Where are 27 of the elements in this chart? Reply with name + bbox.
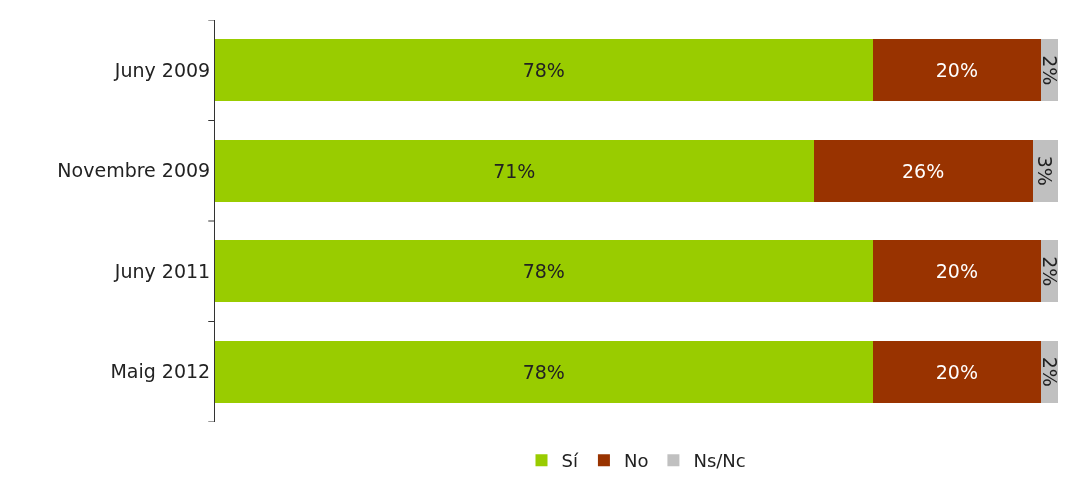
bar — [215, 340, 873, 403]
bar — [215, 39, 873, 102]
legend-label: No — [623, 450, 649, 472]
data-label: 2% — [1038, 256, 1061, 287]
data-label: 20% — [935, 59, 978, 82]
data-label: 3% — [1034, 155, 1057, 186]
y-tick-label: Juny 2011 — [113, 259, 211, 282]
data-label: 71% — [493, 159, 536, 182]
legend-label: Sí — [561, 450, 579, 472]
data-label: 26% — [902, 159, 945, 182]
bar — [872, 340, 1042, 403]
data-label: 2% — [1038, 356, 1061, 387]
y-tick-label: Maig 2012 — [110, 360, 211, 383]
bar — [872, 240, 1042, 303]
data-label: 78% — [522, 360, 565, 383]
data-label: 78% — [522, 260, 565, 283]
data-label: 78% — [522, 59, 565, 82]
data-label: 2% — [1038, 55, 1061, 86]
bar — [215, 139, 814, 202]
legend-label: Ns/Nc — [693, 450, 746, 472]
data-label: 20% — [935, 360, 978, 383]
y-tick-label: Juny 2009 — [113, 58, 211, 81]
bar — [813, 139, 1033, 202]
bar — [872, 39, 1042, 102]
bar — [215, 240, 873, 303]
y-tick-label: Novembre 2009 — [57, 159, 211, 182]
data-label: 20% — [935, 260, 978, 283]
